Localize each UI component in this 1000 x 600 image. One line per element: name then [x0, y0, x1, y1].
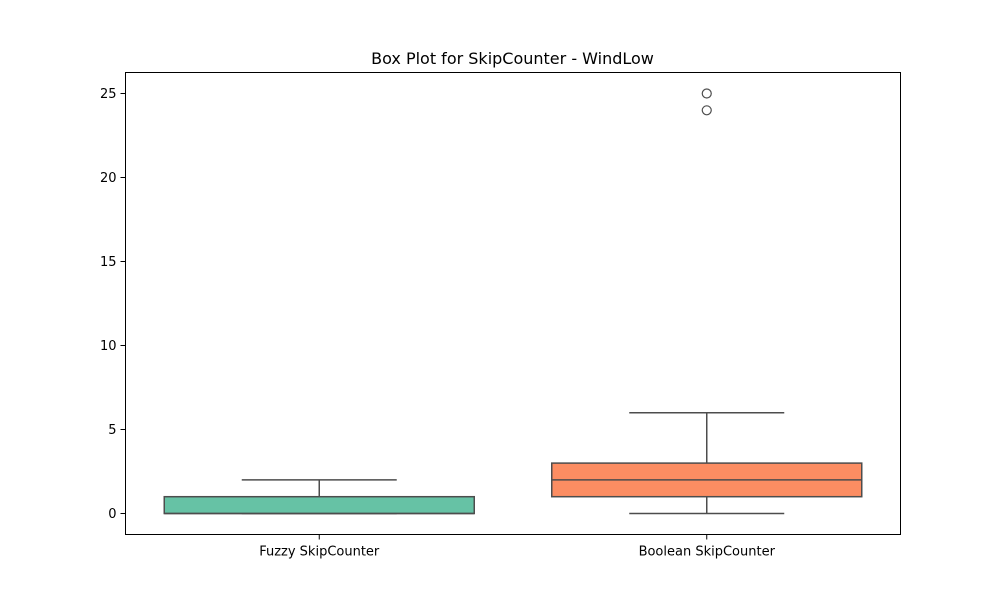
y-tick-label: 25 [100, 87, 117, 102]
outlier-point [701, 88, 712, 99]
outlier-point [701, 105, 712, 116]
chart-title: Box Plot for SkipCounter - WindLow [371, 49, 654, 68]
y-tick-label: 10 [100, 339, 117, 354]
box-iqr [163, 495, 475, 515]
y-tick-label: 0 [108, 507, 116, 522]
y-tick-label: 20 [100, 171, 117, 186]
x-tick-label: Fuzzy SkipCounter [259, 545, 380, 560]
plot-frame [125, 72, 901, 535]
y-tick-label: 5 [108, 423, 116, 438]
y-tick-label: 15 [100, 255, 117, 270]
x-tick-label: Boolean SkipCounter [639, 545, 776, 560]
